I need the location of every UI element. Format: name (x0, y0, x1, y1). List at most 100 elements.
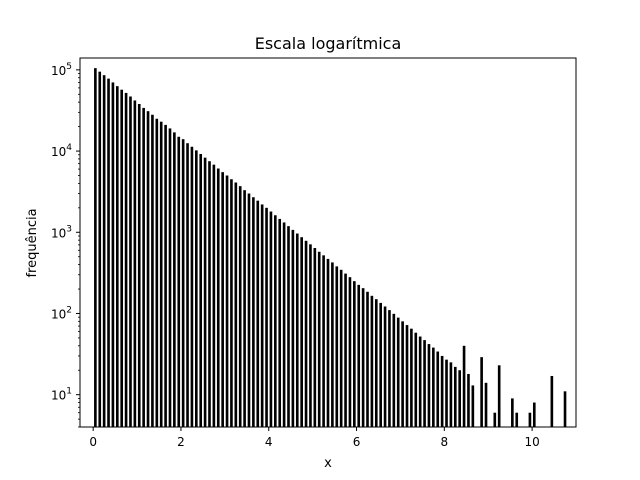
bar (484, 382, 488, 427)
bar (339, 269, 343, 427)
bar (480, 357, 483, 427)
bar (203, 157, 207, 427)
x-tick-label: 2 (177, 435, 185, 449)
bar (168, 128, 172, 427)
bar (300, 237, 303, 427)
chart-title: Escala logarítmica (255, 34, 402, 53)
bar (230, 179, 233, 427)
bar (115, 86, 119, 427)
bar (124, 92, 128, 428)
y-tick-label: 101 (51, 387, 72, 403)
bar (120, 89, 124, 427)
bar (361, 288, 365, 427)
bar (388, 310, 391, 427)
bar (199, 154, 203, 427)
y-tick-label: 105 (51, 62, 72, 78)
bar (414, 332, 418, 427)
bar (427, 344, 431, 427)
bar (256, 200, 260, 427)
bar (445, 359, 448, 427)
bar (410, 328, 413, 427)
bar (287, 226, 290, 427)
bar (221, 172, 224, 427)
bar (195, 150, 198, 427)
x-tick-label: 8 (440, 435, 448, 449)
bar (247, 193, 251, 427)
bar (348, 277, 352, 427)
bar (216, 168, 220, 427)
bar (107, 78, 110, 427)
bar (423, 340, 426, 427)
bar (383, 306, 387, 427)
bar (528, 412, 532, 427)
bar (440, 355, 444, 427)
bar (357, 284, 361, 427)
bar (326, 258, 330, 427)
x-tick-label: 4 (265, 435, 273, 449)
bar (98, 71, 102, 428)
x-tick-label: 0 (89, 435, 97, 449)
bar (260, 204, 264, 427)
bar (405, 325, 409, 427)
bar (493, 412, 497, 427)
bar (177, 136, 181, 427)
bar (181, 139, 185, 427)
bar (366, 291, 369, 427)
bar (467, 373, 470, 427)
x-tick-label: 10 (524, 435, 539, 449)
bar (190, 146, 194, 427)
bar (142, 107, 145, 427)
bar (269, 211, 273, 427)
bar (151, 114, 154, 427)
bar (313, 248, 317, 427)
bar (418, 336, 422, 427)
bar (436, 351, 440, 427)
bar (234, 182, 238, 427)
bar (532, 402, 536, 427)
bar (374, 299, 378, 427)
bar (304, 240, 308, 427)
bar (453, 366, 457, 427)
bar (94, 68, 97, 428)
x-tick-label: 6 (353, 435, 361, 449)
bar (432, 347, 435, 427)
bar (309, 244, 312, 427)
bar (335, 266, 339, 427)
bar (137, 103, 141, 428)
x-ticks-group: 0 2 4 6 8 10 (89, 427, 540, 449)
bar (155, 118, 159, 427)
bar (511, 398, 514, 427)
bar (129, 96, 132, 428)
bar (146, 111, 150, 428)
bar (186, 143, 189, 427)
bar (252, 197, 255, 427)
bars-group (94, 68, 567, 428)
bar (265, 207, 268, 427)
y-axis-label: frequência (25, 208, 40, 277)
bar (401, 321, 404, 427)
bar (563, 391, 567, 427)
bar (173, 132, 176, 428)
bar (282, 222, 286, 427)
bar (278, 218, 282, 427)
bar (317, 251, 321, 427)
bar (274, 215, 277, 427)
bar (164, 124, 167, 427)
bar (396, 317, 400, 427)
bar (471, 385, 475, 427)
bar (458, 370, 461, 427)
bar (550, 375, 554, 427)
y-ticks-group: 101 102 103 104 105 (51, 62, 80, 428)
x-axis-label: x (324, 456, 332, 471)
bar (159, 121, 163, 427)
y-tick-label: 104 (51, 143, 72, 159)
bar (111, 82, 115, 427)
bar (379, 302, 382, 427)
bar (102, 75, 106, 427)
bar (208, 161, 211, 427)
bar (322, 255, 325, 427)
bar (212, 164, 216, 428)
bar (449, 362, 453, 427)
y-tick-label: 102 (51, 305, 72, 321)
